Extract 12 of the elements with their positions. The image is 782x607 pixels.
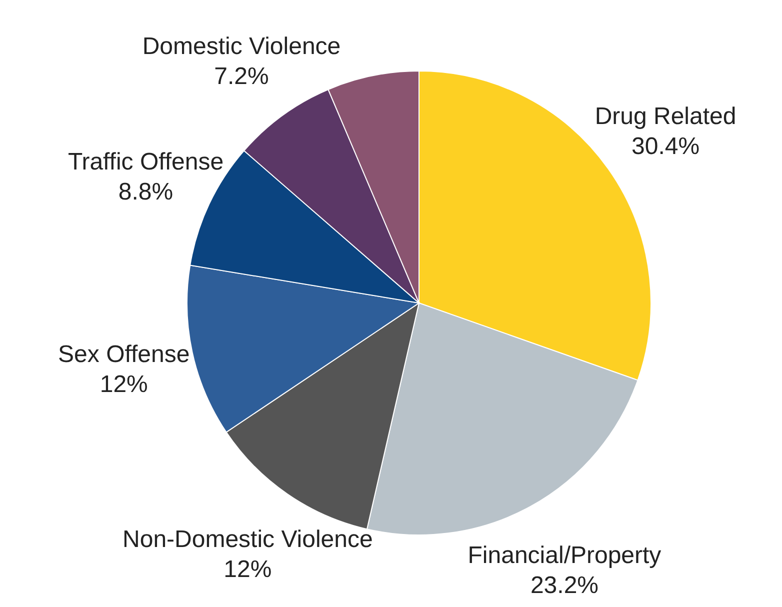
data-label: 8.8% — [118, 178, 174, 206]
slice-label: Non-Domestic Violence — [122, 526, 373, 553]
data-label: 7.2% — [214, 62, 269, 90]
data-label: 12% — [224, 556, 272, 583]
data-label: 12% — [100, 371, 148, 398]
slice-label: Domestic Violence — [142, 32, 341, 60]
slice-label: Sex Offense — [58, 341, 190, 368]
data-label: 23.2% — [530, 572, 599, 599]
slice-label: Financial/Property — [468, 542, 662, 569]
data-label: 30.4% — [632, 132, 700, 160]
slice-label: Drug Related — [594, 102, 736, 130]
slice-label: Traffic Offense — [68, 148, 224, 176]
